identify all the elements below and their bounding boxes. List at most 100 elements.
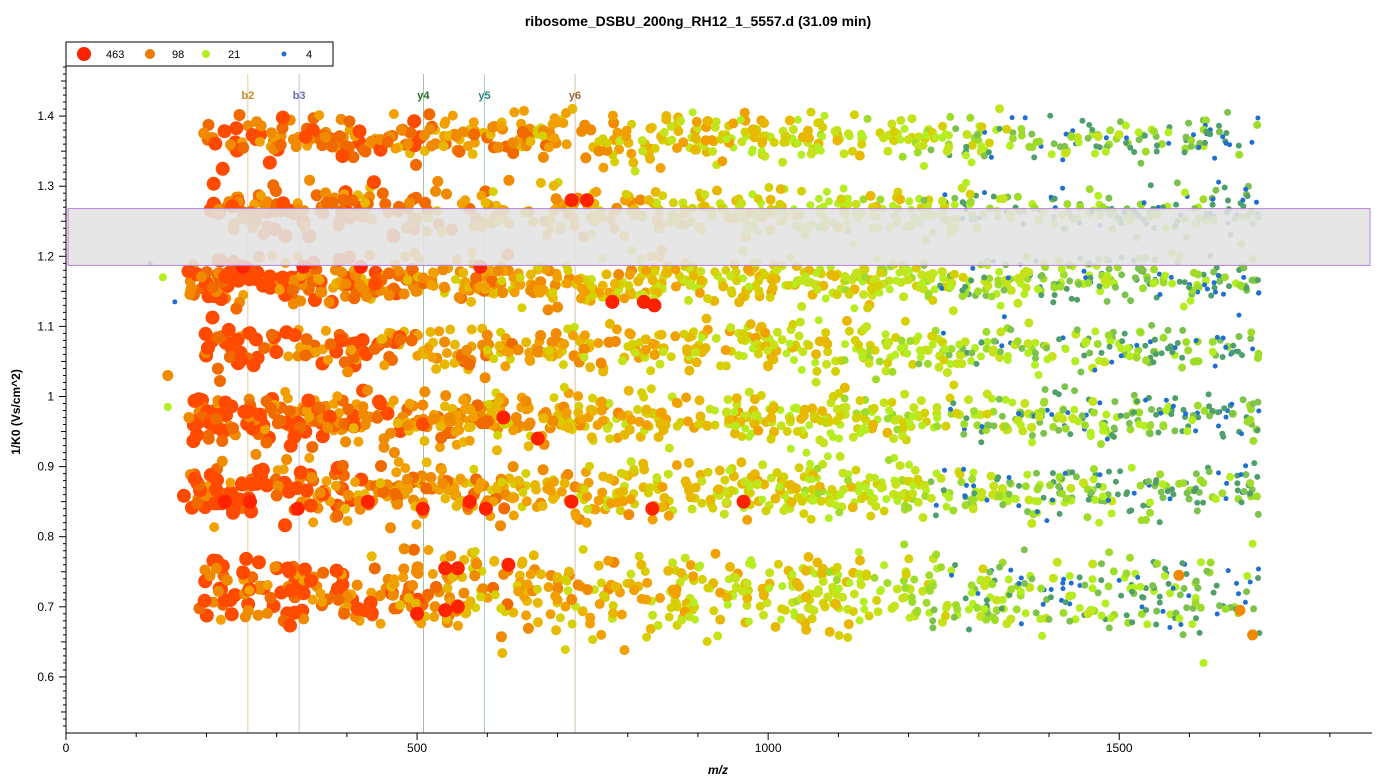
data-point-4273 bbox=[689, 144, 700, 155]
data-point-801 bbox=[437, 465, 447, 475]
data-point-2576 bbox=[500, 361, 511, 372]
data-point-3261 bbox=[357, 282, 368, 294]
data-point-2973 bbox=[1213, 289, 1218, 295]
data-point-2069 bbox=[547, 415, 559, 427]
data-point-2103 bbox=[1093, 340, 1102, 348]
data-point-89 bbox=[1088, 584, 1097, 593]
data-point-885 bbox=[823, 452, 832, 461]
selection-rect[interactable] bbox=[67, 208, 1371, 266]
data-point-3654 bbox=[1199, 195, 1208, 204]
data-point-2604 bbox=[394, 333, 407, 346]
data-point-2409 bbox=[934, 362, 944, 372]
data-point-2394 bbox=[427, 352, 438, 363]
data-point-424 bbox=[497, 648, 508, 659]
data-point-634 bbox=[490, 590, 500, 600]
data-point-1344 bbox=[521, 496, 532, 507]
data-point-2922 bbox=[754, 286, 764, 296]
data-point-344 bbox=[904, 554, 914, 564]
data-point-2067 bbox=[465, 404, 476, 415]
data-point-422 bbox=[713, 631, 723, 641]
data-point-3190 bbox=[1226, 283, 1232, 290]
data-point-3479 bbox=[310, 189, 323, 202]
data-point-2415 bbox=[982, 344, 991, 353]
data-point-2617 bbox=[234, 352, 249, 367]
data-point-1494 bbox=[744, 387, 754, 397]
data-point-1352 bbox=[895, 461, 905, 471]
data-point-2304 bbox=[1132, 353, 1141, 362]
fragment-label-y4: y4 bbox=[417, 90, 430, 102]
data-point-1263 bbox=[272, 480, 284, 492]
data-point-1823 bbox=[340, 436, 352, 448]
data-point-188 bbox=[1197, 558, 1205, 567]
data-point-1246 bbox=[995, 474, 1002, 481]
selection-band[interactable] bbox=[67, 208, 1371, 266]
data-point-1694 bbox=[1130, 391, 1138, 399]
data-point-3214 bbox=[1050, 283, 1059, 292]
data-point-1239 bbox=[835, 451, 845, 461]
data-point-4285 bbox=[717, 156, 728, 167]
data-point-1148 bbox=[278, 464, 289, 475]
data-point-1851 bbox=[464, 435, 475, 446]
data-point-1874 bbox=[617, 410, 628, 421]
data-point-459 bbox=[668, 558, 678, 568]
data-point-414 bbox=[464, 599, 475, 610]
data-point-705 bbox=[799, 509, 809, 519]
data-point-2635 bbox=[1179, 302, 1188, 311]
data-point-2422 bbox=[872, 375, 880, 384]
data-point-1361 bbox=[187, 471, 202, 486]
data-point-2329 bbox=[955, 350, 965, 360]
data-point-1721 bbox=[1020, 398, 1030, 408]
data-point-592 bbox=[738, 586, 748, 596]
data-point-1456 bbox=[848, 432, 858, 442]
data-point-770 bbox=[1089, 475, 1098, 484]
data-point-2256 bbox=[995, 353, 1005, 362]
data-point-811 bbox=[400, 463, 411, 474]
data-point-4305 bbox=[678, 137, 689, 148]
data-point-2495 bbox=[763, 346, 773, 355]
data-point-2035 bbox=[252, 407, 267, 422]
data-point-1003 bbox=[910, 465, 920, 475]
data-point-3281 bbox=[1024, 267, 1034, 277]
data-point-4168 bbox=[690, 133, 701, 144]
data-point-3947 bbox=[1220, 134, 1226, 140]
data-point-3148 bbox=[1208, 292, 1215, 299]
data-point-3720 bbox=[658, 191, 668, 201]
data-point-1159 bbox=[1152, 479, 1159, 486]
data-point-336 bbox=[1178, 622, 1184, 627]
data-point-102 bbox=[560, 601, 571, 612]
data-point-469 bbox=[890, 601, 899, 611]
data-point-962 bbox=[597, 487, 608, 498]
data-point-958 bbox=[340, 503, 351, 514]
data-point-1837 bbox=[435, 442, 445, 453]
data-point-1619 bbox=[1067, 431, 1074, 438]
data-point-3307 bbox=[732, 276, 742, 286]
data-point-1996 bbox=[705, 404, 715, 414]
data-point-1325 bbox=[1098, 492, 1107, 501]
data-point-4332 bbox=[807, 147, 817, 156]
data-point-4071 bbox=[1141, 132, 1148, 139]
data-point-2099 bbox=[538, 413, 549, 424]
data-point-2469 bbox=[368, 342, 381, 355]
data-point-4216 bbox=[973, 131, 981, 139]
intense-point-4387 bbox=[645, 501, 660, 516]
x-tick-label: 500 bbox=[407, 741, 427, 755]
data-point-87 bbox=[528, 550, 539, 561]
data-point-495 bbox=[262, 580, 273, 590]
data-point-2129 bbox=[841, 340, 850, 349]
data-point-2036 bbox=[1228, 410, 1236, 418]
data-point-1728 bbox=[440, 390, 452, 402]
data-point-3921 bbox=[628, 157, 639, 168]
data-point-2055 bbox=[187, 393, 202, 408]
data-point-4292 bbox=[275, 110, 290, 125]
data-point-3941 bbox=[1121, 121, 1130, 130]
data-point-2913 bbox=[981, 274, 988, 281]
data-point-539 bbox=[374, 590, 386, 602]
data-point-3209 bbox=[801, 272, 810, 281]
data-point-2133 bbox=[593, 338, 604, 349]
data-point-391 bbox=[814, 587, 823, 597]
data-point-327 bbox=[962, 595, 969, 602]
data-point-1892 bbox=[811, 377, 821, 387]
data-point-4211 bbox=[1084, 134, 1092, 142]
data-point-4042 bbox=[818, 132, 827, 141]
data-point-1966 bbox=[416, 417, 430, 432]
